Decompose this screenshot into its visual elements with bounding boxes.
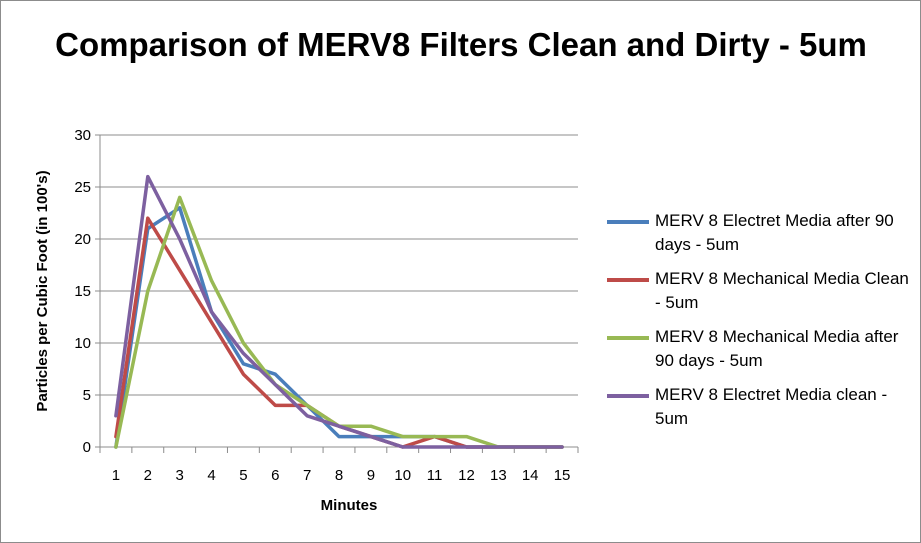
y-tick-label: 30 xyxy=(74,127,91,144)
x-tick-label: 6 xyxy=(271,467,279,484)
legend-label: MERV 8 Mechanical Media after 90 days - … xyxy=(655,327,899,370)
x-tick-label: 10 xyxy=(394,467,411,484)
x-tick-label: 3 xyxy=(175,467,183,484)
y-tick-label: 10 xyxy=(74,335,91,352)
y-tick-label: 25 xyxy=(74,179,91,196)
legend-swatch xyxy=(607,336,649,340)
legend: MERV 8 Electret Media after 90 days - 5u… xyxy=(607,209,912,441)
series-line xyxy=(114,216,564,449)
legend-swatch xyxy=(607,278,649,282)
x-axis-title: Minutes xyxy=(321,497,378,514)
legend-label: MERV 8 Mechanical Media Clean - 5um xyxy=(655,269,909,312)
y-axis-title: Particles per Cubic Foot (in 100's) xyxy=(34,170,51,411)
x-tick-label: 2 xyxy=(144,467,152,484)
legend-swatch xyxy=(607,394,649,398)
y-tick-label: 15 xyxy=(74,283,91,300)
legend-label: MERV 8 Electret Media clean - 5um xyxy=(655,385,888,428)
legend-swatch xyxy=(607,220,649,224)
x-tick-label: 7 xyxy=(303,467,311,484)
y-tick-label: 0 xyxy=(83,439,91,456)
x-tick-label: 13 xyxy=(490,467,507,484)
x-tick-label: 4 xyxy=(207,467,215,484)
legend-item: MERV 8 Mechanical Media Clean - 5um xyxy=(607,267,912,315)
y-tick-label: 20 xyxy=(74,231,91,248)
x-tick-label: 11 xyxy=(427,467,443,484)
legend-item: MERV 8 Electret Media after 90 days - 5u… xyxy=(607,209,912,257)
series-line xyxy=(114,195,564,449)
legend-item: MERV 8 Electret Media clean - 5um xyxy=(607,383,912,431)
x-tick-label: 8 xyxy=(335,467,343,484)
legend-item: MERV 8 Mechanical Media after 90 days - … xyxy=(607,325,912,373)
x-tick-label: 5 xyxy=(239,467,247,484)
x-tick-label: 15 xyxy=(554,467,571,484)
y-tick-label: 5 xyxy=(83,387,91,404)
x-tick-label: 1 xyxy=(112,467,120,484)
x-tick-label: 9 xyxy=(367,467,375,484)
x-tick-label: 14 xyxy=(522,467,539,484)
x-tick-label: 12 xyxy=(458,467,475,484)
legend-label: MERV 8 Electret Media after 90 days - 5u… xyxy=(655,211,894,254)
chart-title: Comparison of MERV8 Filters Clean and Di… xyxy=(55,26,867,63)
series-line xyxy=(114,174,564,449)
